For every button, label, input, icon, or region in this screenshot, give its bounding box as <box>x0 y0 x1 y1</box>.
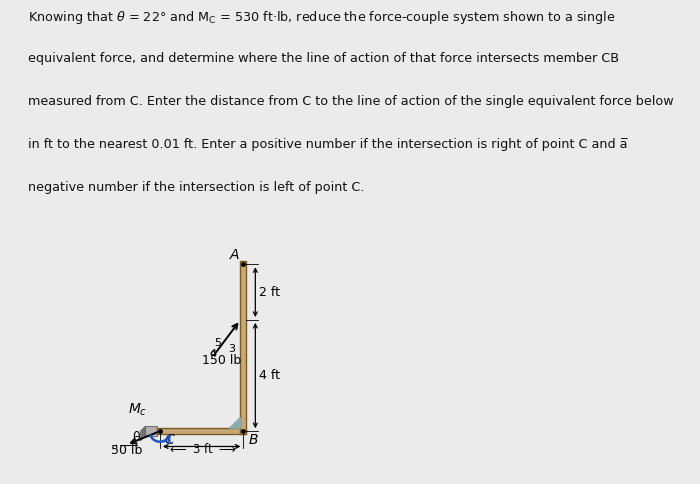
Text: 2 ft: 2 ft <box>259 286 280 299</box>
Bar <box>145 426 157 436</box>
Text: B: B <box>248 433 258 447</box>
Text: 3: 3 <box>228 344 235 354</box>
Text: $M_c$: $M_c$ <box>127 402 147 418</box>
Text: negative number if the intersection is left of point C.: negative number if the intersection is l… <box>28 181 365 194</box>
Text: equivalent force, and determine where the line of action of that force intersect: equivalent force, and determine where th… <box>28 52 619 65</box>
Text: C: C <box>164 433 174 447</box>
Text: θ: θ <box>132 431 140 444</box>
Text: 5: 5 <box>214 338 221 348</box>
Polygon shape <box>230 418 240 428</box>
Bar <box>240 261 246 434</box>
Text: in ft to the nearest 0.01 ft. Enter a positive number if the intersection is rig: in ft to the nearest 0.01 ft. Enter a po… <box>28 138 627 151</box>
Text: 4 ft: 4 ft <box>259 369 280 382</box>
Text: A: A <box>230 248 239 262</box>
Text: Knowing that $\theta$ = 22° and M$_\mathregular{C}$ = 530 ft·lb, reduce the forc: Knowing that $\theta$ = 22° and M$_\math… <box>28 9 615 26</box>
Text: 50 lb: 50 lb <box>111 444 143 456</box>
Bar <box>157 428 246 434</box>
Text: measured from C. Enter the distance from C to the line of action of the single e: measured from C. Enter the distance from… <box>28 95 673 108</box>
Text: $\longleftarrow$ 3 ft $\longrightarrow$: $\longleftarrow$ 3 ft $\longrightarrow$ <box>167 441 237 455</box>
Text: 4: 4 <box>209 348 216 359</box>
Text: 150 lb: 150 lb <box>202 354 242 367</box>
